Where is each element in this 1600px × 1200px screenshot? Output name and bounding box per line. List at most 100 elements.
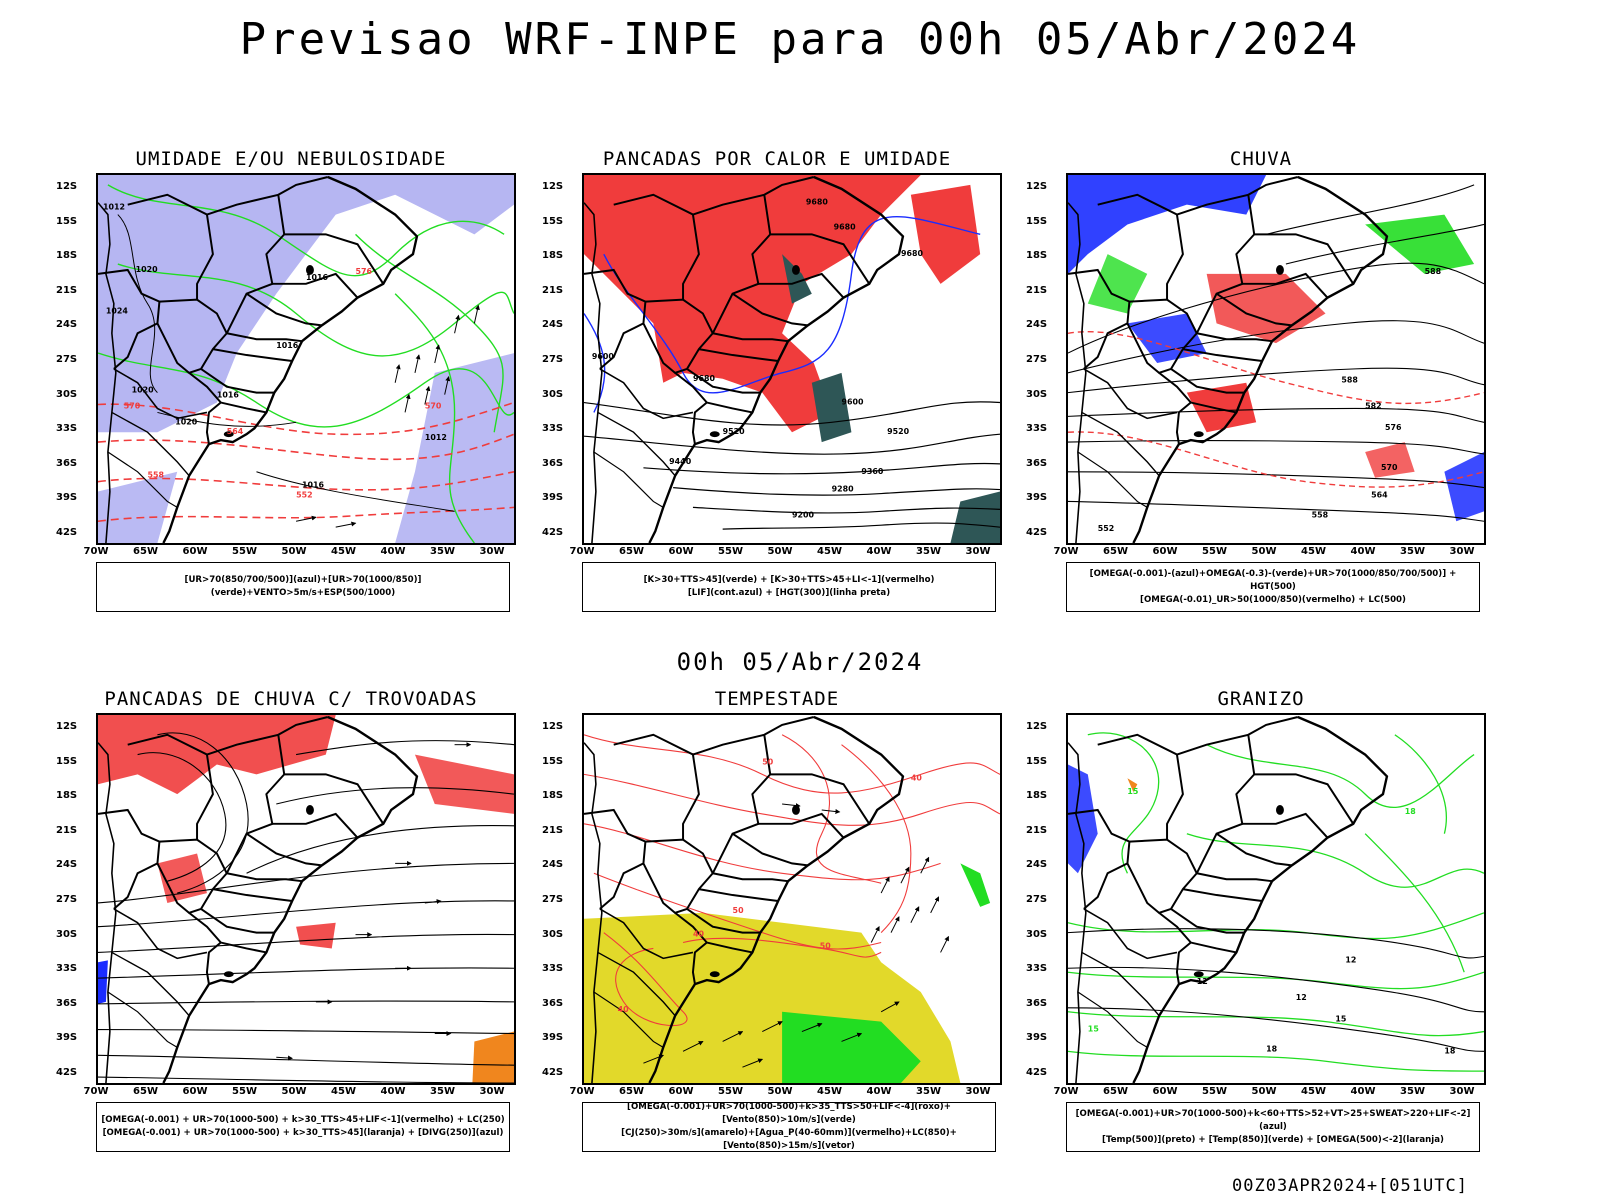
lat-tick-label: 33S [56,423,78,435]
legend-chuva: [OMEGA(-0.001)-(azul)+OMEGA(-0.3)-(verde… [1066,562,1480,612]
svg-text:18: 18 [1405,807,1417,816]
panel-chuva: CHUVA 588 588 582 576 [1026,148,1486,626]
lon-tick-label: 30W [479,1086,505,1097]
svg-text:9680: 9680 [901,249,924,258]
svg-text:9520: 9520 [723,427,746,436]
panel-umidade: UMIDADE E/OU NEBULOSIDADE [56,148,516,626]
svg-text:552: 552 [1098,524,1115,533]
lon-tick-label: 60W [182,1086,208,1097]
lat-tick-label: 30S [1026,388,1048,400]
panel-pancadas-trovoadas: PANCADAS DE CHUVA C/ TROVOADAS [56,688,516,1166]
lon-tick-label: 65W [619,546,644,557]
lon-tick-label: 35W [1400,546,1425,557]
legend-tempestade: [OMEGA(-0.001)+UR>70(1000-500)+k>35_TTS>… [582,1102,996,1152]
lon-tick-label: 50W [1251,1086,1277,1097]
svg-text:1020: 1020 [132,386,155,395]
legend-pancadas-trovoadas: [OMEGA(-0.001) + UR>70(1000-500) + k>30_… [96,1102,510,1152]
lon-tick-label: 55W [1202,1086,1227,1097]
svg-text:9600: 9600 [842,398,865,407]
svg-text:9200: 9200 [792,510,815,519]
lat-tick-label: 27S [1026,354,1048,365]
lat-tick-label: 27S [542,894,564,905]
lon-tick-label: 35W [916,546,941,557]
lat-tick-label: 36S [1026,457,1048,469]
lon-tick-label: 30W [479,546,505,557]
svg-text:1016: 1016 [217,391,240,400]
lat-tick-label: 21S [542,824,564,836]
svg-text:564: 564 [1371,490,1388,499]
svg-text:558: 558 [148,471,165,480]
lat-tick-label: 27S [1026,894,1048,905]
map-umidade: 1012 1020 1016 1016 1024 1016 1020 1020 … [96,173,516,545]
svg-text:40: 40 [618,1005,630,1014]
lon-tick-label: 50W [767,546,793,557]
lat-tick-label: 42S [1026,1067,1048,1078]
lat-tick-label: 30S [1026,928,1048,940]
lat-tick-label: 42S [56,1067,78,1078]
svg-text:15: 15 [1088,1025,1099,1034]
lon-tick-label: 60W [668,546,694,557]
svg-text:1016: 1016 [306,273,329,282]
lon-tick-label: 45W [331,1086,356,1097]
panel-title: PANCADAS DE CHUVA C/ TROVOADAS [104,688,478,710]
panel-pancadas-calor: PANCADAS POR CALOR E UMIDADE 9680 9680 9… [542,148,1002,626]
lat-tick-label: 36S [56,997,78,1009]
lon-tick-label: 65W [133,546,158,557]
lon-tick-label: 50W [281,546,307,557]
lon-tick-label: 30W [965,546,991,557]
lon-tick-label: 55W [718,1086,743,1097]
lat-tick-label: 15S [542,215,564,227]
lon-tick-label: 70W [1053,1086,1079,1097]
lon-tick-label: 35W [1400,1086,1425,1097]
lon-tick-label: 40W [1350,546,1376,557]
lat-tick-label: 21S [56,284,78,296]
lon-tick-label: 40W [1350,1086,1376,1097]
lat-tick-label: 18S [1026,250,1048,262]
lat-tick-label: 27S [56,894,78,905]
lat-tick-label: 39S [542,1032,564,1044]
lon-tick-label: 60W [1152,546,1178,557]
lon-tick-label: 45W [331,546,356,557]
svg-text:1016: 1016 [302,481,325,490]
lon-tick-label: 60W [668,1086,694,1097]
lon-tick-label: 65W [133,1086,158,1097]
svg-text:582: 582 [1365,401,1382,410]
lat-tick-label: 33S [56,963,78,975]
lat-tick-label: 36S [1026,997,1048,1009]
lat-tick-label: 39S [56,492,78,504]
svg-text:50: 50 [820,941,832,950]
svg-text:9360: 9360 [861,467,884,476]
lat-tick-label: 24S [542,859,564,871]
svg-text:12: 12 [1197,977,1208,986]
lat-tick-label: 18S [542,250,564,262]
svg-text:50: 50 [762,757,774,766]
lat-tick-label: 39S [1026,1032,1048,1044]
lat-tick-label: 15S [542,755,564,767]
subtitle: 00h 05/Abr/2024 [676,648,924,676]
lat-tick-label: 12S [56,181,78,192]
lon-tick-label: 55W [232,546,257,557]
lat-tick-label: 33S [1026,963,1048,975]
svg-text:40: 40 [911,773,923,782]
lat-tick-label: 36S [542,997,564,1009]
lon-tick-label: 60W [182,546,208,557]
lon-tick-label: 45W [817,546,842,557]
lon-tick-label: 45W [1301,546,1326,557]
lon-tick-label: 55W [232,1086,257,1097]
lon-tick-label: 70W [569,1086,595,1097]
lon-tick-label: 70W [83,1086,109,1097]
lat-tick-label: 21S [542,284,564,296]
svg-text:570: 570 [124,401,141,410]
lat-tick-label: 30S [56,928,78,940]
map-tempestade: 50 40 40 50 40 50 [582,713,1002,1085]
lon-tick-label: 70W [83,546,109,557]
lat-tick-label: 15S [56,755,78,767]
svg-text:1020: 1020 [136,265,159,274]
lat-tick-label: 42S [542,1067,564,1078]
lat-tick-label: 18S [1026,790,1048,802]
lon-tick-label: 65W [619,1086,644,1097]
lat-tick-label: 36S [542,457,564,469]
lat-tick-label: 12S [1026,721,1048,732]
panel-granizo: GRANIZO 15 12 12 [1026,688,1486,1166]
lat-tick-label: 39S [1026,492,1048,504]
